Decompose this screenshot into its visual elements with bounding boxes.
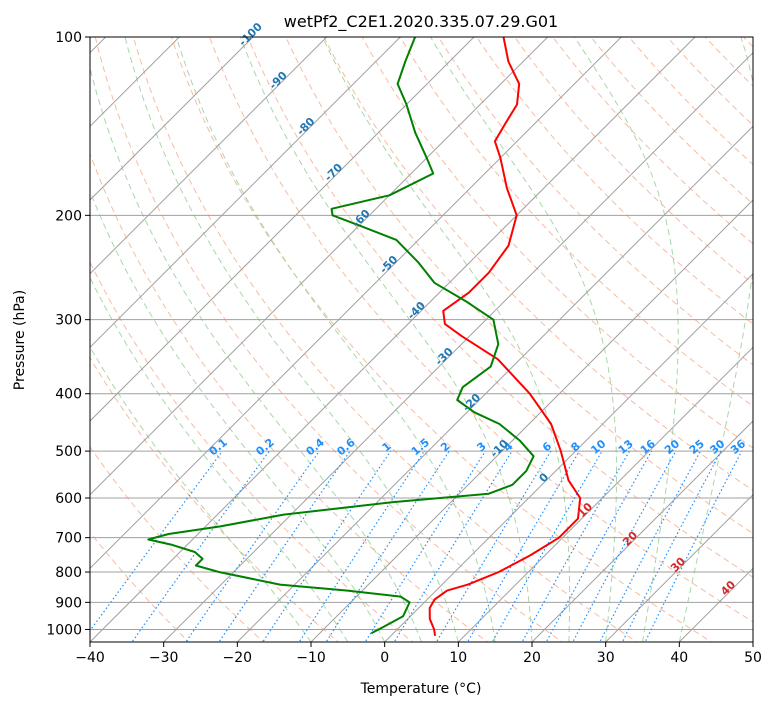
isotherm-line [604, 493, 753, 642]
mixing-ratio-line [325, 450, 450, 642]
plot-frame [89, 36, 754, 643]
dry-adiabat-line [90, 152, 489, 642]
isotherm-line [310, 199, 753, 642]
y-tick-label: 800 [55, 565, 82, 581]
mixing-ratio-line [218, 450, 351, 642]
mixing-ratio-line [621, 450, 722, 642]
moist-adiabat-line [90, 65, 422, 642]
moist-adiabat-line [90, 276, 349, 642]
dry-adiabat-line [476, 37, 753, 325]
moist-adiabat-line [124, 37, 459, 642]
x-tick-label: −40 [75, 650, 105, 666]
mixing-ratio-line [599, 450, 702, 642]
isotherm-line [90, 37, 402, 349]
x-tick-label: 0 [380, 650, 389, 666]
chart-title: wetPf2_C2E1.2020.335.07.29.G01 [284, 12, 558, 32]
isotherm-line [90, 37, 475, 422]
dewpoint-profile-line [147, 37, 535, 635]
isotherm-line [90, 37, 549, 496]
isotherm-line [531, 420, 753, 642]
isotherm-line [90, 37, 696, 642]
mixing-ratio-line [572, 450, 677, 642]
mixing-ratio-line [185, 450, 320, 642]
moist-adiabat-line [239, 37, 533, 642]
x-tick-label: 40 [670, 650, 688, 666]
isotherm-line [90, 37, 254, 201]
isotherm-line [90, 37, 328, 275]
y-axis-label: Pressure (hPa) [12, 290, 28, 390]
y-tick-label: 400 [55, 387, 82, 403]
x-tick-label: −10 [296, 650, 326, 666]
y-tick-label: 700 [55, 531, 82, 547]
isotherm-line [457, 346, 753, 642]
x-tick-label: 20 [523, 650, 541, 666]
mixing-ratio-line [393, 450, 513, 642]
y-tick-label: 200 [55, 208, 82, 224]
y-tick-label: 900 [55, 595, 82, 611]
mixing-ratio-line [298, 450, 425, 642]
x-tick-label: 50 [744, 650, 762, 666]
mixing-ratio-line [262, 450, 392, 642]
mixing-ratio-line [364, 450, 486, 642]
x-tick-label: 10 [449, 650, 467, 666]
moist-adiabat-line [430, 37, 617, 642]
mixing-ratio-line [466, 450, 580, 642]
moist-adiabat-line [90, 189, 386, 642]
moist-adiabat-line [322, 37, 571, 642]
y-tick-label: 1000 [46, 622, 82, 638]
x-axis-label: Temperature (°C) [360, 681, 482, 697]
dry-adiabat-line [90, 260, 414, 642]
x-tick-label: −30 [149, 650, 179, 666]
profile-series [147, 37, 582, 636]
dry-adiabat-line [514, 37, 753, 285]
y-axis: 100 200 300 400 500 600 700 800 900 1000 [46, 30, 90, 638]
x-axis: −40 −30 −20 −10 0 10 20 30 40 50 [75, 642, 762, 666]
isotherm-line [162, 51, 753, 642]
y-tick-label: 500 [55, 444, 82, 460]
y-tick-label: 600 [55, 491, 82, 507]
y-tick-label: 300 [55, 313, 82, 329]
x-tick-label: 30 [597, 650, 615, 666]
isotherm-line [236, 125, 753, 642]
reference-lines [90, 37, 753, 642]
isotherm-line [383, 272, 753, 642]
moist-adiabat-line [678, 37, 753, 642]
y-tick-label: 100 [55, 30, 82, 46]
temperature-profile-line [428, 37, 582, 636]
isotherm-line [90, 37, 623, 570]
mixing-ratio-line [90, 450, 223, 632]
x-tick-label: −20 [223, 650, 253, 666]
moist-adiabat-line [175, 37, 496, 642]
mixing-ratio-line [131, 450, 270, 642]
moist-adiabat-line [574, 37, 679, 642]
